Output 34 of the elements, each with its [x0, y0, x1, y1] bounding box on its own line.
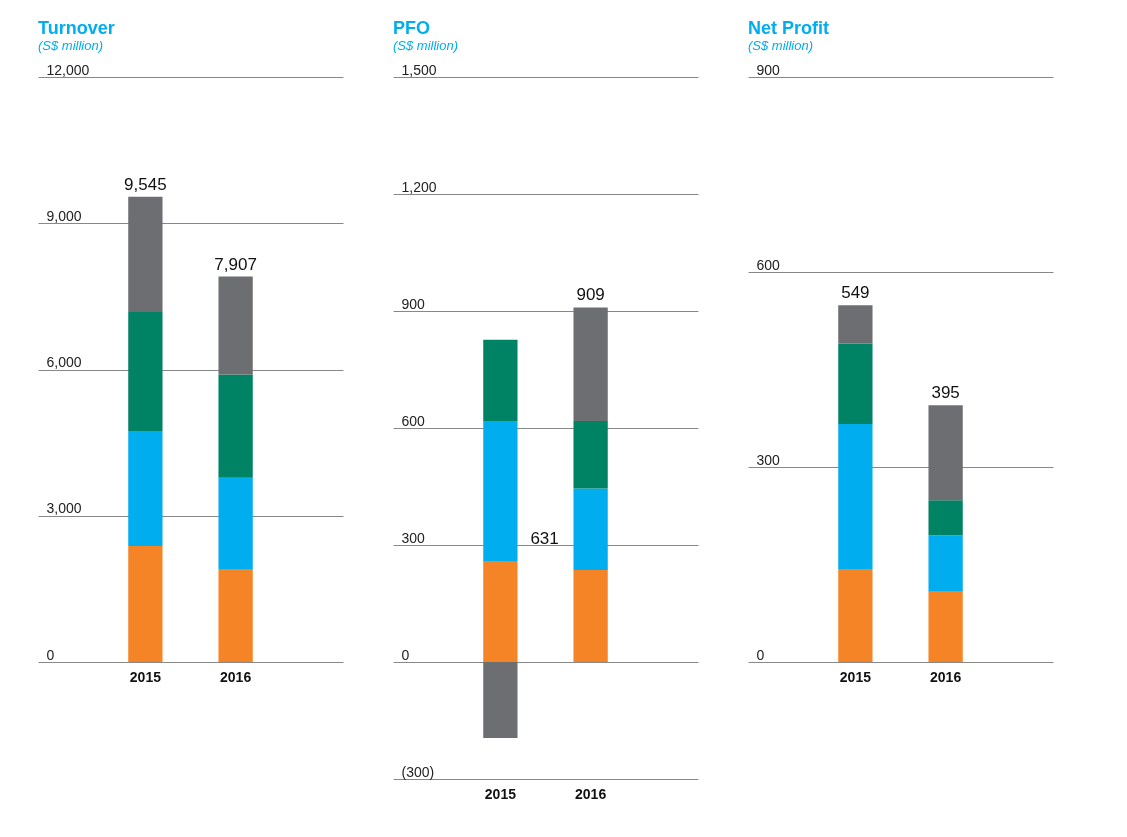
total-label: 909 [576, 285, 605, 305]
y-tick-label: 300 [401, 529, 426, 546]
x-tick-label: 2015 [839, 668, 872, 685]
x-tick-label: 2015 [129, 668, 162, 685]
y-tick-label: (300) [401, 763, 435, 780]
total-label: 9,545 [124, 174, 167, 194]
y-tick-label: 9,000 [46, 207, 82, 224]
x-tick-label: 2015 [484, 785, 517, 802]
y-tick-label: 1,200 [401, 178, 437, 195]
y-tick-label: 600 [401, 412, 426, 429]
x-tick-label: 2016 [575, 785, 607, 802]
y-tick-label: 0 [46, 646, 55, 663]
total-label: 7,907 [214, 254, 257, 274]
chart-subtitle: (S$ million) [38, 38, 104, 53]
y-tick-label: 0 [401, 646, 410, 663]
y-tick-label: 900 [401, 295, 426, 312]
chart-title: Turnover [38, 18, 115, 38]
chart-title: PFO [393, 18, 431, 38]
y-tick-label: 6,000 [46, 354, 82, 370]
x-tick-label: 2016 [930, 668, 962, 685]
x-tick-label: 2016 [220, 668, 252, 685]
chart-subtitle: (S$ million) [393, 38, 459, 53]
y-tick-label: 3,000 [46, 500, 82, 517]
y-tick-label: 600 [756, 256, 781, 273]
chart-title: Net Profit [748, 18, 830, 38]
annotation: 631 [530, 528, 559, 548]
y-tick-label: 900 [756, 61, 781, 78]
total-label: 395 [931, 383, 960, 403]
y-tick-label: 0 [756, 646, 765, 663]
chart-subtitle: (S$ million) [748, 38, 814, 53]
y-tick-label: 1,500 [401, 61, 437, 78]
y-tick-label: 12,000 [46, 61, 90, 78]
total-label: 549 [841, 283, 870, 303]
y-tick-label: 300 [756, 451, 781, 468]
